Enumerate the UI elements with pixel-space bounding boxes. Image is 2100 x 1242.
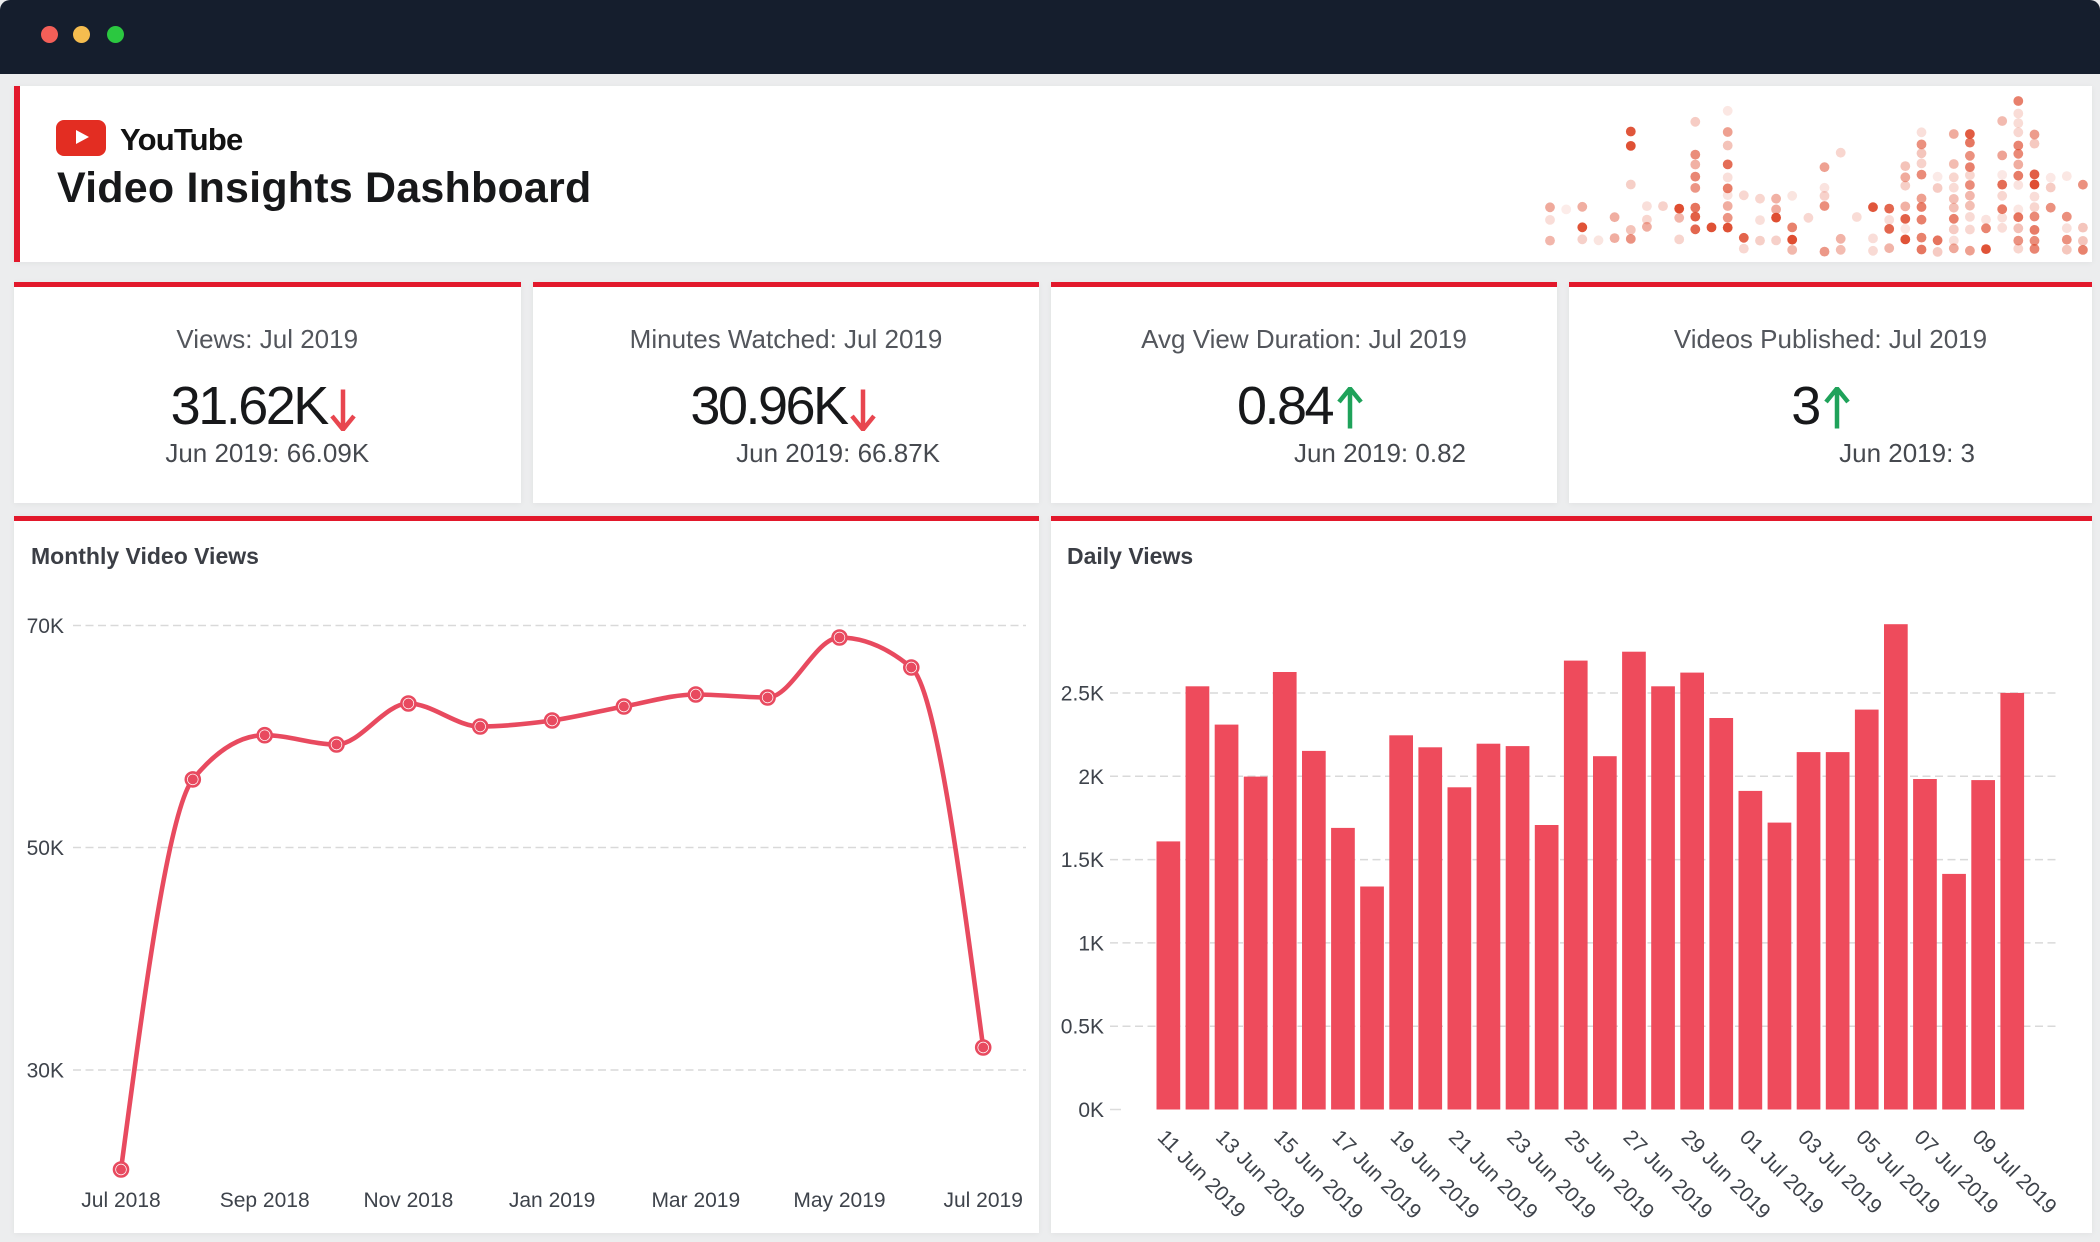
svg-text:Sep 2018: Sep 2018 xyxy=(220,1189,310,1212)
svg-text:2K: 2K xyxy=(1078,765,1104,788)
svg-text:Jul 2018: Jul 2018 xyxy=(81,1189,160,1212)
svg-text:1K: 1K xyxy=(1078,932,1104,955)
svg-text:50K: 50K xyxy=(27,837,64,860)
svg-text:Mar 2019: Mar 2019 xyxy=(651,1189,740,1212)
svg-text:Nov 2018: Nov 2018 xyxy=(363,1189,453,1212)
svg-text:0.5K: 0.5K xyxy=(1061,1015,1104,1038)
svg-text:30K: 30K xyxy=(27,1059,64,1082)
svg-text:1.5K: 1.5K xyxy=(1061,849,1104,872)
svg-text:Jan 2019: Jan 2019 xyxy=(509,1189,595,1212)
svg-text:Daily Views: Daily Views xyxy=(1067,543,1193,569)
svg-text:Monthly Video Views: Monthly Video Views xyxy=(31,543,259,569)
svg-text:2.5K: 2.5K xyxy=(1061,682,1104,705)
svg-text:70K: 70K xyxy=(27,615,64,638)
svg-text:0K: 0K xyxy=(1078,1099,1104,1122)
svg-text:May 2019: May 2019 xyxy=(793,1189,885,1212)
svg-text:Jul 2019: Jul 2019 xyxy=(943,1189,1022,1212)
